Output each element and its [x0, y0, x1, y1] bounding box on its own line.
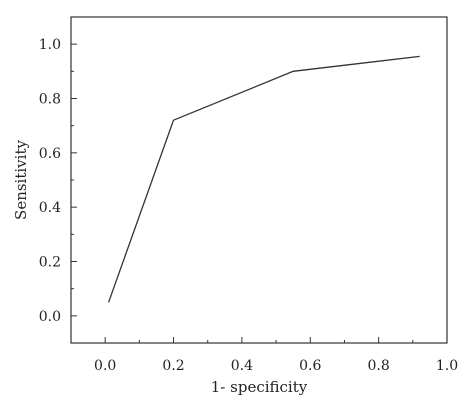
- x-axis-label: 1- specificity: [211, 378, 308, 396]
- y-tick-label: 0.4: [39, 200, 61, 216]
- x-tick-label: 0.0: [94, 358, 116, 374]
- x-tick-label: 1.0: [436, 358, 458, 374]
- y-tick-label: 0.8: [39, 92, 61, 108]
- y-tick-label: 0.6: [39, 146, 61, 162]
- x-tick-label: 0.6: [299, 358, 321, 374]
- tick-labels: 0.0 0.2 0.4 0.6 0.8 1.0 0.0 0.2 0.4 0.6 0.8 1.0: [39, 37, 458, 374]
- y-tick-label: 1.0: [39, 37, 61, 53]
- ticks: [70, 16, 448, 344]
- x-tick-label: 0.4: [231, 358, 253, 374]
- y-tick-label: 0.0: [39, 309, 61, 325]
- x-tick-label: 0.8: [368, 358, 390, 374]
- y-tick-label: 0.2: [39, 255, 61, 271]
- plot-frame: [70, 16, 448, 344]
- y-axis-label: Sensitivity: [12, 140, 30, 220]
- series: [107, 55, 420, 303]
- axes: [70, 16, 448, 344]
- x-tick-label: 0.2: [162, 358, 184, 374]
- roc-curve-line: [107, 55, 420, 303]
